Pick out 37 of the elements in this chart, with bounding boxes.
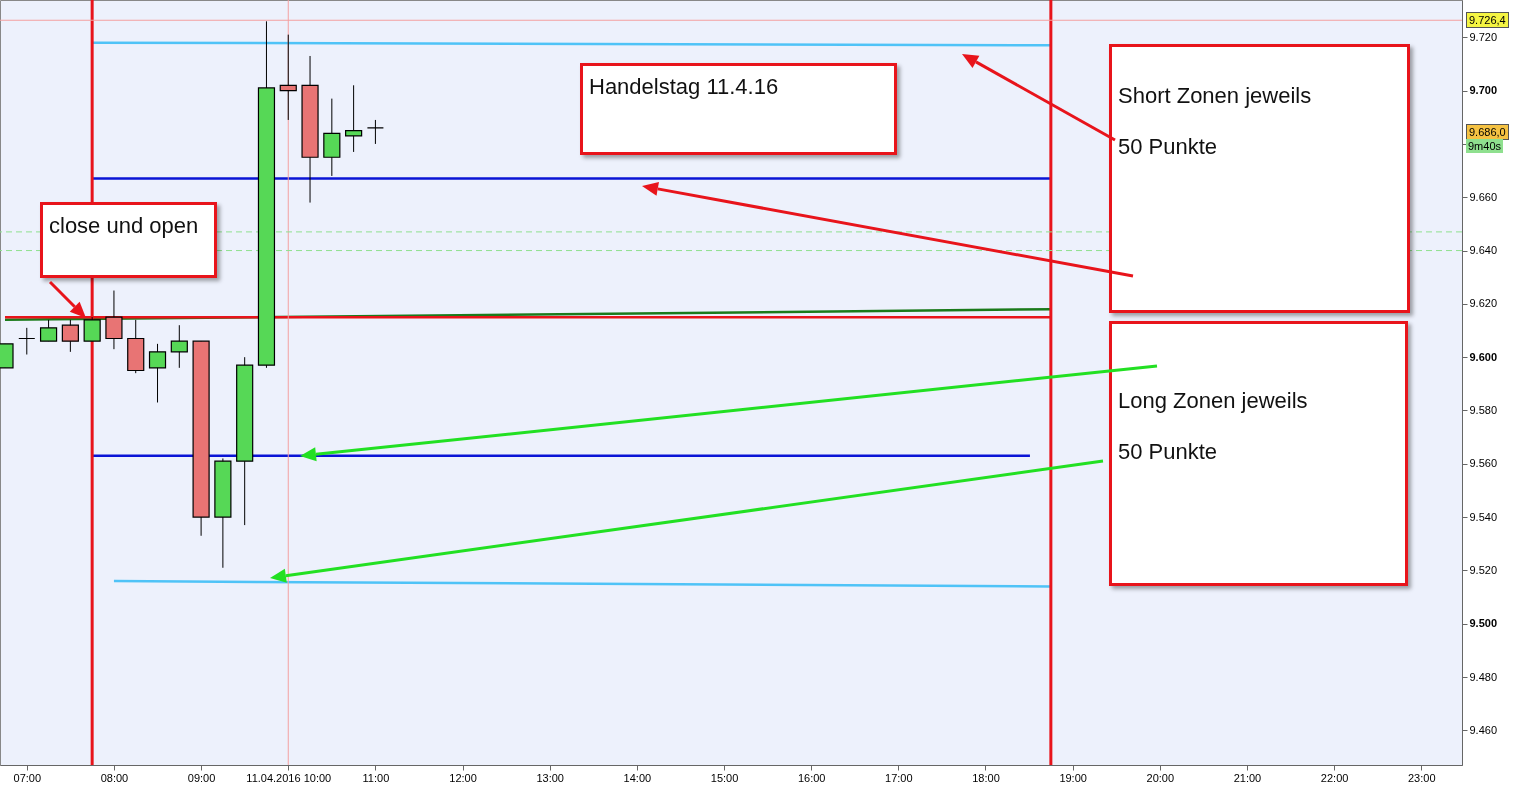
y-tick-label: 9.540 (1469, 510, 1498, 523)
x-tick-label: 12:00 (449, 771, 477, 784)
y-tick-label: 9.460 (1469, 723, 1498, 736)
y-tick-label: 9.620 (1469, 297, 1498, 310)
x-tick-label: 08:00 (100, 771, 129, 784)
y-tick-label: 9.580 (1469, 403, 1498, 416)
y-tick-label: 9.660 (1469, 190, 1498, 203)
text: 9m40s (1466, 139, 1504, 153)
x-tick-label: 19:00 (1059, 771, 1087, 784)
text: 9.686,0 (1466, 124, 1509, 140)
x-tick-label: 23:00 (1408, 771, 1436, 784)
x-tick-label: 15:00 (710, 771, 739, 784)
x-tick-label: 21:00 (1233, 771, 1262, 784)
text-box: Long Zonen jeweils 50 Punkte (1109, 321, 1408, 586)
text-box: Handelstag 11.4.16 (580, 63, 897, 155)
y-tick-label: 9.500 (1469, 617, 1498, 630)
x-tick-label: 13:00 (536, 771, 564, 784)
x-tick-label: 11.04.2016 10:00 (246, 771, 332, 784)
y-tick-label: 9.520 (1469, 563, 1498, 576)
y-tick-label: 9.480 (1469, 670, 1498, 683)
y-tick-label: 9.600 (1469, 350, 1498, 363)
y-tick-label: 9.720 (1469, 30, 1498, 43)
x-tick-label: 16:00 (797, 771, 826, 784)
text-box: Short Zonen jeweils 50 Punkte (1109, 44, 1410, 313)
x-tick-label: 09:00 (187, 771, 216, 784)
y-tick-label: 9.560 (1469, 457, 1498, 470)
ref-line-label: 9.726,4 (1466, 12, 1509, 29)
x-tick-label: 20:00 (1146, 771, 1175, 784)
x-tick-label: 17:00 (885, 771, 913, 784)
y-tick-label: 9.700 (1469, 84, 1498, 97)
x-tick-label: 07:00 (13, 771, 42, 784)
y-tick-label: 9.640 (1469, 244, 1498, 257)
text-box: close und open (40, 202, 217, 278)
x-tick-label: 14:00 (623, 771, 652, 784)
x-tick-label: 18:00 (972, 771, 1000, 784)
x-tick-label: 11:00 (362, 771, 390, 784)
x-tick-label: 22:00 (1320, 771, 1349, 784)
